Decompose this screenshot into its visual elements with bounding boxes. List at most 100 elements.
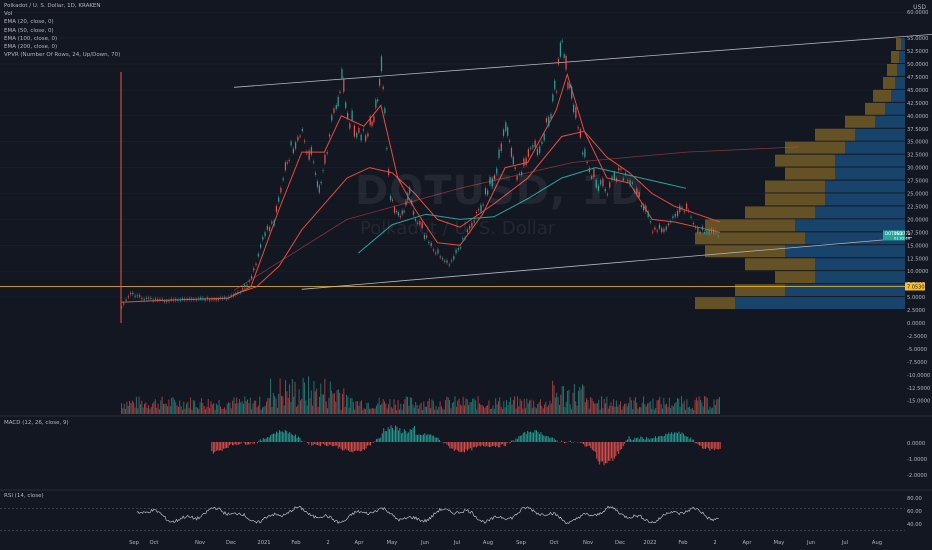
volume-bar — [375, 405, 377, 414]
time-tick-label: Aug — [483, 540, 493, 546]
macd-label[interactable]: MACD (12, 26, close, 9) — [4, 420, 69, 426]
volume-bar — [666, 403, 668, 414]
volume-bar — [228, 402, 230, 414]
candle-body — [475, 211, 478, 213]
price-tick-label: 27.5000 — [907, 179, 928, 185]
legend: Polkadot / U. S. Dollar, 1D, KRAKEN Vol … — [4, 2, 120, 59]
volume-bar — [610, 402, 612, 414]
volume-bar — [480, 404, 482, 414]
rsi-label[interactable]: RSI (14, close) — [4, 493, 44, 499]
volume-bar — [545, 401, 547, 414]
volume-bar — [417, 408, 419, 414]
volume-bar — [168, 399, 170, 414]
macd-histogram-bar — [368, 442, 370, 446]
vpvr-down-bar — [805, 232, 905, 245]
candle-body — [248, 280, 250, 282]
volume-bar — [299, 400, 301, 414]
macd-histogram-bar — [494, 442, 496, 448]
volume-bar — [525, 408, 526, 414]
macd-histogram-bar — [256, 442, 258, 444]
legend-ema100[interactable]: EMA (100, close, 0) — [4, 35, 58, 42]
macd-histogram-bar — [522, 432, 524, 442]
volume-bar — [186, 403, 187, 414]
vpvr-up-bar — [735, 284, 785, 297]
volume-bar — [527, 403, 529, 414]
candle-body — [609, 182, 611, 188]
volume-bar — [279, 378, 281, 414]
vpvr-up-bar — [785, 141, 845, 154]
candle-body — [322, 170, 324, 172]
volume-bar — [455, 406, 457, 414]
volume-bar — [553, 385, 555, 414]
candle-body — [688, 210, 690, 212]
macd-histogram-bar — [666, 434, 668, 442]
volume-bar — [530, 399, 532, 414]
macd-histogram-bar — [417, 435, 418, 442]
candle-body — [654, 227, 656, 230]
macd-histogram-bar — [515, 438, 517, 442]
time-tick-label: 2021 — [257, 540, 270, 546]
macd-histogram-bar — [693, 439, 695, 442]
macd-histogram-bar — [625, 440, 627, 442]
vpvr-up-bar — [865, 102, 885, 115]
candle-body — [715, 232, 717, 234]
candle-body — [219, 297, 222, 299]
candle-body — [482, 204, 484, 206]
macd-histogram-bar — [389, 429, 391, 442]
candle-body — [244, 285, 246, 288]
volume-bar — [348, 407, 350, 414]
legend-symbol[interactable]: Polkadot / U. S. Dollar, 1D, KRAKEN — [4, 3, 101, 9]
volume-bar — [648, 402, 650, 414]
volume-bar — [436, 409, 438, 414]
volume-bar — [164, 403, 166, 414]
macd-histogram-bar — [405, 430, 407, 442]
candle-body — [670, 221, 672, 223]
candle-body — [469, 226, 471, 229]
legend-vol[interactable]: Vol — [4, 11, 13, 18]
macd-histogram-bar — [323, 442, 324, 444]
candle-body — [399, 216, 401, 218]
volume-bar — [294, 381, 296, 414]
candle-body — [695, 226, 697, 228]
macd-histogram-bar — [296, 437, 298, 442]
volume-bar — [325, 401, 327, 414]
legend-ema50[interactable]: EMA (50, close, 0) — [4, 27, 54, 34]
volume-bar — [404, 399, 406, 414]
volume-bar — [182, 409, 183, 414]
macd-tick-label: -2.0000 — [907, 473, 927, 479]
macd-histogram-bar — [649, 439, 651, 442]
candle-body — [414, 218, 416, 221]
candle-body — [353, 125, 355, 137]
legend-vpvr[interactable]: VPVR (Number Of Rows, 24, Up/Down, 70) — [4, 52, 121, 59]
candle-body — [455, 249, 457, 254]
volume-bar — [240, 402, 242, 414]
volume-bar — [365, 409, 366, 414]
volume-bar — [176, 405, 178, 414]
volume-bar — [653, 409, 655, 414]
volume-bars — [121, 376, 720, 414]
volume-bar — [206, 406, 208, 414]
macd-histogram-bar — [677, 433, 678, 442]
volume-bar — [355, 401, 357, 414]
candle-body — [250, 276, 253, 279]
macd-histogram-bar — [290, 433, 292, 442]
candle-body — [377, 99, 379, 102]
macd-histogram-bar — [668, 432, 670, 442]
macd-histogram-bar — [428, 434, 430, 442]
legend-ema20[interactable]: EMA (20, close, 0) — [4, 19, 54, 26]
candle-body — [665, 226, 667, 230]
macd-tick-label: -1.0000 — [907, 457, 927, 463]
price-tick-label: 52.5000 — [907, 49, 928, 55]
candle-body — [191, 298, 193, 300]
price-tick-label: 12.5000 — [907, 256, 928, 262]
legend-ema200[interactable]: EMA (200, close, 0) — [4, 44, 58, 51]
currency-label[interactable]: USD — [913, 4, 926, 11]
macd-histogram-bar — [362, 442, 364, 450]
volume-bar — [226, 403, 228, 414]
candle-body — [255, 263, 257, 265]
macd-histogram-bar — [212, 442, 214, 454]
volume-bar — [617, 406, 619, 414]
macd-histogram-bar — [621, 442, 623, 450]
candle-body — [652, 231, 654, 233]
